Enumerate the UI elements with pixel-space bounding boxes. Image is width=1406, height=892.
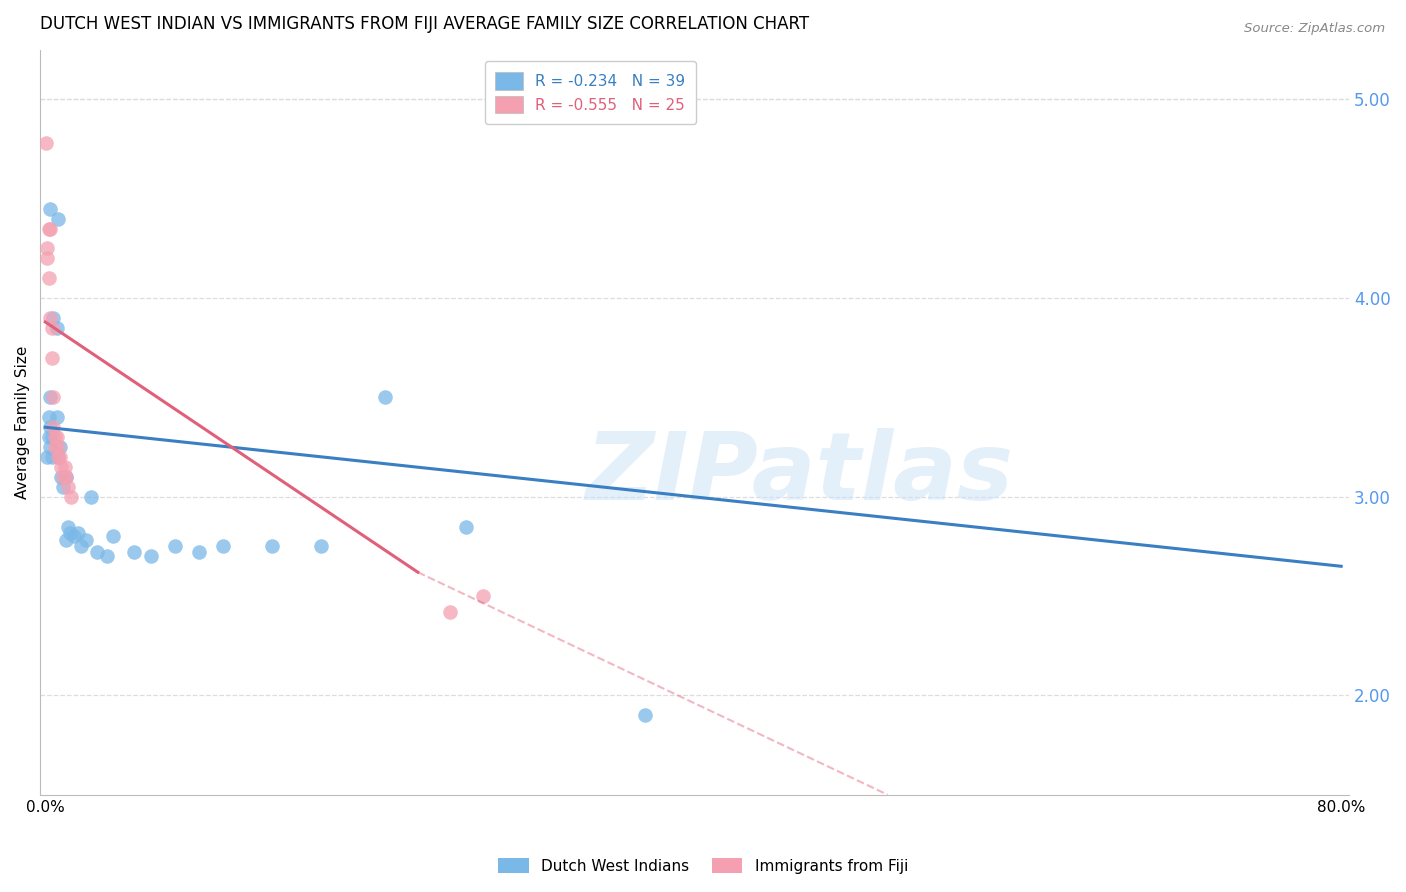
Point: [42, 420, 65, 434]
Point: [96, 549, 118, 564]
Point: [163, 540, 186, 554]
Point: [35, 242, 58, 256]
Point: [456, 519, 478, 533]
Point: [58, 525, 80, 540]
Point: [66, 525, 89, 540]
Point: [212, 540, 235, 554]
Point: [52, 470, 75, 484]
Point: [35, 136, 58, 151]
Point: [46, 450, 69, 464]
Point: [188, 545, 211, 559]
Point: [86, 545, 108, 559]
Point: [51, 470, 73, 484]
Point: [309, 540, 332, 554]
Legend: R = -0.234   N = 39, R = -0.555   N = 25: R = -0.234 N = 39, R = -0.555 N = 25: [485, 62, 696, 124]
Legend: Dutch West Indians, Immigrants from Fiji: Dutch West Indians, Immigrants from Fiji: [492, 852, 914, 880]
Point: [39, 221, 62, 235]
Point: [42, 310, 65, 325]
Point: [45, 430, 67, 444]
Point: [49, 450, 72, 464]
Point: [41, 351, 63, 365]
Point: [56, 480, 79, 494]
Point: [38, 271, 60, 285]
Point: [55, 533, 77, 548]
Point: [374, 391, 396, 405]
Point: [260, 540, 283, 554]
Point: [39, 420, 62, 434]
Point: [70, 540, 93, 554]
Point: [41, 430, 63, 444]
Point: [51, 459, 73, 474]
Point: [75, 533, 97, 548]
Point: [41, 450, 63, 464]
Point: [45, 410, 67, 425]
Point: [439, 605, 461, 619]
Point: [39, 391, 62, 405]
Point: [79, 490, 101, 504]
Point: [46, 440, 69, 454]
Point: [45, 321, 67, 335]
Point: [46, 450, 69, 464]
Point: [39, 440, 62, 454]
Text: Source: ZipAtlas.com: Source: ZipAtlas.com: [1244, 22, 1385, 36]
Point: [35, 252, 58, 266]
Point: [39, 310, 62, 325]
Point: [139, 549, 162, 564]
Point: [35, 450, 58, 464]
Y-axis label: Average Family Size: Average Family Size: [15, 345, 30, 499]
Point: [46, 211, 69, 226]
Text: ZIPatlas: ZIPatlas: [585, 428, 1014, 520]
Point: [38, 221, 60, 235]
Point: [38, 430, 60, 444]
Point: [41, 321, 63, 335]
Point: [38, 410, 60, 425]
Point: [56, 519, 79, 533]
Point: [53, 459, 76, 474]
Text: DUTCH WEST INDIAN VS IMMIGRANTS FROM FIJI AVERAGE FAMILY SIZE CORRELATION CHART: DUTCH WEST INDIAN VS IMMIGRANTS FROM FIJ…: [41, 15, 810, 33]
Point: [60, 490, 83, 504]
Point: [44, 430, 66, 444]
Point: [55, 470, 77, 484]
Point: [55, 470, 77, 484]
Point: [124, 545, 146, 559]
Point: [44, 440, 66, 454]
Point: [42, 391, 65, 405]
Point: [471, 589, 494, 603]
Point: [633, 708, 655, 723]
Point: [103, 529, 125, 543]
Point: [49, 440, 72, 454]
Point: [63, 529, 86, 543]
Point: [39, 202, 62, 216]
Point: [52, 480, 75, 494]
